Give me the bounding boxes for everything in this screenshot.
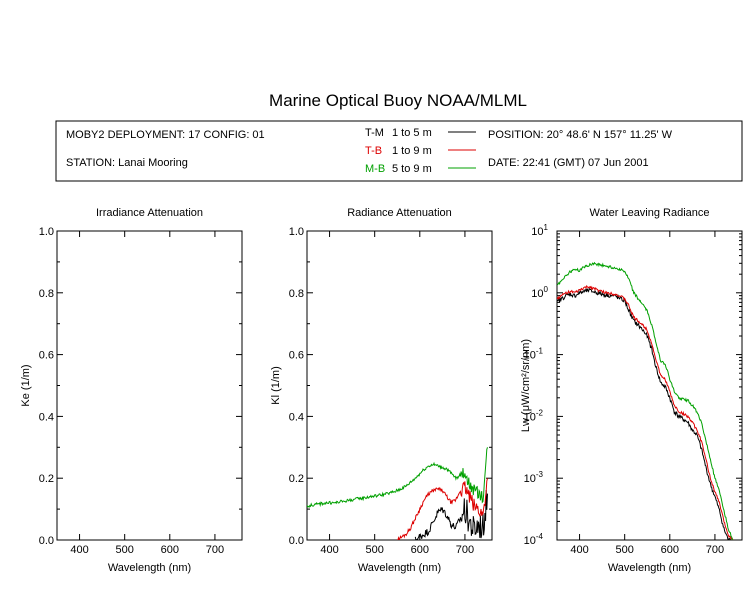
- figure-title: Marine Optical Buoy NOAA/MLML: [269, 91, 527, 110]
- chart-title: Radiance Attenuation: [347, 207, 452, 219]
- info-box: MOBY2 DEPLOYMENT: 17 CONFIG: 01 STATION:…: [55, 120, 743, 182]
- x-tick-label: 600: [661, 544, 679, 556]
- y-tick-label: 0.0: [39, 535, 54, 547]
- legend-range-mb: 5 to 9 m: [392, 163, 432, 175]
- y-tick-label: 10-3: [524, 470, 544, 485]
- y-tick-label: 0.8: [289, 288, 304, 300]
- x-tick-label: 500: [366, 544, 384, 556]
- water-leaving-radiance-chart: Water Leaving Radiance 400 500 600 700 101 100…: [520, 207, 743, 574]
- chart-panels: Irradiance Attenuation 400 500 600 700 0.0 0.2…: [20, 207, 743, 574]
- y-axis-label: Ke (1/m): [20, 364, 32, 406]
- x-tick-label: 500: [116, 544, 134, 556]
- y-tick-label: 1.0: [39, 226, 54, 238]
- station-label: STATION: Lanai Mooring: [66, 157, 188, 169]
- x-axis-label: Wavelength (nm): [608, 562, 691, 574]
- x-tick-label: 700: [456, 544, 474, 556]
- info-box-frame: [55, 120, 743, 182]
- date-label: DATE: 22:41 (GMT) 07 Jun 2001: [488, 157, 649, 169]
- y-tick-label: 0.8: [39, 288, 54, 300]
- y-tick-label: 0.6: [289, 350, 304, 362]
- x-tick-label: 700: [706, 544, 724, 556]
- x-tick-label: 400: [320, 544, 338, 556]
- y-tick-label: 101: [531, 223, 548, 238]
- y-tick-label: 0.2: [289, 473, 304, 485]
- series-line-m-b: [557, 261, 734, 540]
- legend-range-tm: 1 to 5 m: [392, 127, 432, 139]
- legend-key-tb: T-B: [365, 145, 382, 157]
- x-tick-label: 400: [570, 544, 588, 556]
- x-tick-label: 400: [70, 544, 88, 556]
- series-line-t-b: [397, 478, 488, 540]
- x-tick-label: 500: [616, 544, 634, 556]
- y-tick-label: 0.4: [289, 411, 304, 423]
- y-tick-label: 0.0: [289, 535, 304, 547]
- legend-range-tb: 1 to 9 m: [392, 145, 432, 157]
- x-tick-label: 700: [206, 544, 224, 556]
- plot-frame: [56, 230, 243, 541]
- y-axis-label: Lw (μW/cm²/sr/nm): [520, 339, 532, 432]
- x-axis-label: Wavelength (nm): [108, 562, 191, 574]
- series-line-t-b: [557, 284, 734, 540]
- plot-frame: [306, 230, 493, 541]
- chart-title: Water Leaving Radiance: [589, 207, 709, 219]
- series-line-m-b: [307, 447, 488, 508]
- y-axis-label: Kl (1/m): [270, 366, 282, 405]
- legend-key-tm: T-M: [365, 127, 384, 139]
- series-line-t-m: [557, 287, 734, 540]
- y-tick-label: 0.2: [39, 473, 54, 485]
- y-tick-label: 0.4: [39, 411, 54, 423]
- position-label: POSITION: 20° 48.6' N 157° 11.25' W: [488, 129, 673, 141]
- deployment-label: MOBY2 DEPLOYMENT: 17 CONFIG: 01: [66, 129, 265, 141]
- y-tick-label: 1.0: [289, 226, 304, 238]
- series-line-t-m: [414, 489, 488, 540]
- legend: T-M 1 to 5 m T-B 1 to 9 m M-B 5 to 9 m: [365, 127, 476, 175]
- chart-title: Irradiance Attenuation: [96, 207, 203, 219]
- irradiance-attenuation-chart: Irradiance Attenuation 400 500 600 700 0.0 0.2…: [20, 207, 243, 574]
- y-tick-label: 100: [531, 285, 548, 300]
- plot-frame: [556, 230, 743, 541]
- radiance-attenuation-chart: Radiance Attenuation 400 500 600 700 0.0 0.2 0.…: [270, 207, 493, 574]
- y-tick-label: 0.6: [39, 350, 54, 362]
- x-tick-label: 600: [161, 544, 179, 556]
- legend-key-mb: M-B: [365, 163, 385, 175]
- x-axis-label: Wavelength (nm): [358, 562, 441, 574]
- y-tick-label: 10-4: [524, 532, 544, 547]
- x-tick-label: 600: [411, 544, 429, 556]
